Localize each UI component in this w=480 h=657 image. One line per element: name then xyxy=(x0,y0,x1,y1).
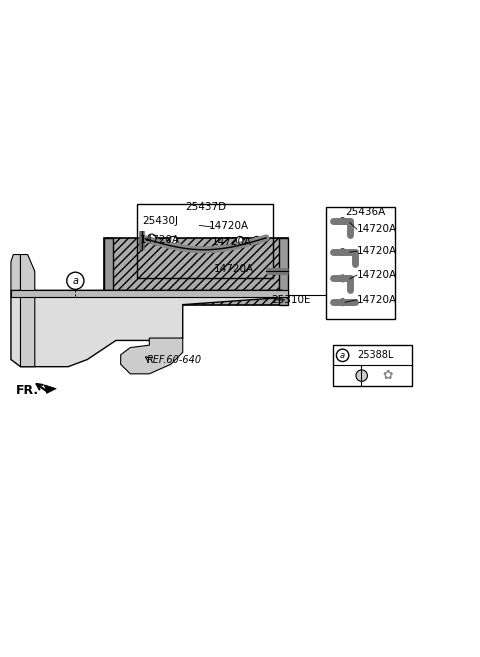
Polygon shape xyxy=(11,290,283,367)
Text: 25430J: 25430J xyxy=(142,216,178,226)
Bar xyxy=(11,290,288,296)
Text: 14720A: 14720A xyxy=(211,237,252,246)
Text: 25437D: 25437D xyxy=(185,202,226,212)
Text: 14720A: 14720A xyxy=(357,246,397,256)
Polygon shape xyxy=(21,254,35,367)
Bar xyxy=(279,238,288,305)
Text: REF.60-640: REF.60-640 xyxy=(147,355,202,365)
Circle shape xyxy=(339,299,346,306)
Text: 14720A: 14720A xyxy=(357,295,397,305)
Circle shape xyxy=(236,237,244,244)
Polygon shape xyxy=(120,338,183,374)
Text: 14720A: 14720A xyxy=(140,235,180,245)
Text: 25388L: 25388L xyxy=(357,350,393,360)
Text: 25310E: 25310E xyxy=(271,295,311,305)
Text: a: a xyxy=(72,276,78,286)
Circle shape xyxy=(336,349,349,361)
Text: ✿: ✿ xyxy=(383,369,393,382)
Text: 14720A: 14720A xyxy=(214,264,254,274)
Text: a: a xyxy=(340,351,345,360)
Circle shape xyxy=(253,237,261,244)
Circle shape xyxy=(339,249,346,256)
Polygon shape xyxy=(11,254,21,290)
Circle shape xyxy=(356,370,367,381)
Text: FR.: FR. xyxy=(16,384,39,397)
Text: 14720A: 14720A xyxy=(357,224,397,235)
Circle shape xyxy=(67,272,84,289)
Circle shape xyxy=(339,275,346,282)
Bar xyxy=(104,238,113,305)
Text: 25436A: 25436A xyxy=(345,206,385,217)
Text: 14720A: 14720A xyxy=(357,270,397,280)
Circle shape xyxy=(339,217,346,225)
Circle shape xyxy=(169,237,177,244)
Circle shape xyxy=(148,234,156,242)
Text: 14720A: 14720A xyxy=(209,221,249,231)
FancyBboxPatch shape xyxy=(104,238,288,305)
Polygon shape xyxy=(44,385,56,394)
